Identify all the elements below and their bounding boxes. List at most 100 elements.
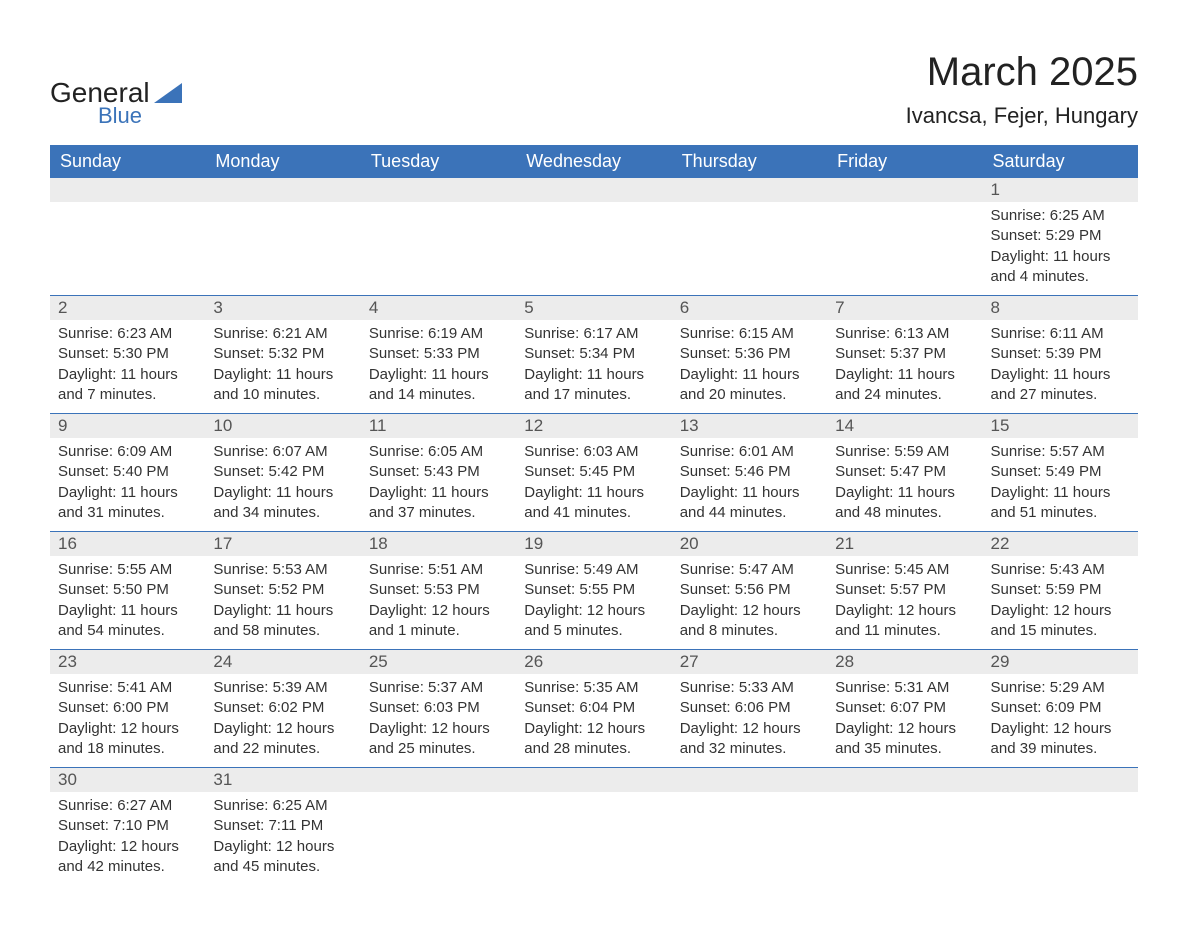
weekday-header: Sunday (50, 145, 205, 178)
sunset-line: Sunset: 5:40 PM (58, 462, 197, 482)
calendar-week-row: 9Sunrise: 6:09 AMSunset: 5:40 PMDaylight… (50, 414, 1138, 532)
weekday-header: Saturday (983, 145, 1138, 178)
day-body: Sunrise: 6:21 AMSunset: 5:32 PMDaylight:… (205, 320, 360, 413)
daylight-line-label: Daylight: (58, 720, 121, 737)
sunset-line: Sunset: 5:46 PM (680, 462, 819, 482)
sunset-line-value: 5:40 PM (113, 463, 169, 480)
daylight-line-label: Daylight: (58, 602, 121, 619)
brand-logo: General Blue (50, 79, 182, 129)
sunset-line: Sunset: 5:34 PM (524, 344, 663, 364)
weekday-header: Tuesday (361, 145, 516, 178)
sunset-line-value: 5:37 PM (890, 345, 946, 362)
calendar-empty-cell (361, 178, 516, 296)
daylight-line: Daylight: 12 hours and 45 minutes. (213, 837, 352, 878)
daylight-line-label: Daylight: (680, 602, 743, 619)
sunrise-line-label: Sunrise: (524, 325, 583, 342)
sunrise-line-label: Sunrise: (835, 325, 894, 342)
daylight-line-label: Daylight: (991, 248, 1054, 265)
day-body: Sunrise: 6:23 AMSunset: 5:30 PMDaylight:… (50, 320, 205, 413)
day-number: 2 (50, 296, 205, 320)
sunrise-line-value: 6:15 AM (739, 325, 794, 342)
sunrise-line: Sunrise: 6:23 AM (58, 324, 197, 344)
sunrise-line: Sunrise: 5:29 AM (991, 678, 1130, 698)
daylight-line: Daylight: 12 hours and 11 minutes. (835, 601, 974, 642)
daylight-line-label: Daylight: (524, 720, 587, 737)
sunset-line: Sunset: 5:45 PM (524, 462, 663, 482)
calendar-body: 1Sunrise: 6:25 AMSunset: 5:29 PMDaylight… (50, 178, 1138, 885)
daylight-line: Daylight: 12 hours and 5 minutes. (524, 601, 663, 642)
empty-daynum (205, 178, 360, 202)
sunrise-line-value: 6:01 AM (739, 443, 794, 460)
sunrise-line: Sunrise: 5:35 AM (524, 678, 663, 698)
sunrise-line-label: Sunrise: (213, 443, 272, 460)
daylight-line: Daylight: 11 hours and 48 minutes. (835, 483, 974, 524)
daylight-line: Daylight: 12 hours and 39 minutes. (991, 719, 1130, 760)
day-number: 29 (983, 650, 1138, 674)
sunrise-line-value: 5:35 AM (583, 679, 638, 696)
sunset-line-value: 5:42 PM (268, 463, 324, 480)
day-body: Sunrise: 5:37 AMSunset: 6:03 PMDaylight:… (361, 674, 516, 767)
day-body: Sunrise: 5:33 AMSunset: 6:06 PMDaylight:… (672, 674, 827, 767)
sunrise-line-value: 6:21 AM (273, 325, 328, 342)
daylight-line-label: Daylight: (835, 602, 898, 619)
day-body: Sunrise: 6:11 AMSunset: 5:39 PMDaylight:… (983, 320, 1138, 413)
daylight-line: Daylight: 12 hours and 25 minutes. (369, 719, 508, 760)
sunrise-line-label: Sunrise: (369, 443, 428, 460)
sunrise-line-value: 6:17 AM (583, 325, 638, 342)
daylight-line: Daylight: 11 hours and 31 minutes. (58, 483, 197, 524)
day-number: 9 (50, 414, 205, 438)
weekday-header: Friday (827, 145, 982, 178)
sunset-line-value: 5:56 PM (735, 581, 791, 598)
sunrise-line: Sunrise: 5:41 AM (58, 678, 197, 698)
day-number: 30 (50, 768, 205, 792)
sunrise-line: Sunrise: 6:21 AM (213, 324, 352, 344)
day-number: 23 (50, 650, 205, 674)
sunset-line-label: Sunset: (58, 699, 113, 716)
sunrise-line-value: 5:55 AM (117, 561, 172, 578)
empty-daynum (827, 768, 982, 792)
daylight-line-label: Daylight: (524, 602, 587, 619)
sunrise-line-label: Sunrise: (213, 325, 272, 342)
sunset-line-value: 6:04 PM (579, 699, 635, 716)
sunset-line-label: Sunset: (213, 581, 268, 598)
sunrise-line-value: 5:33 AM (739, 679, 794, 696)
daylight-line-label: Daylight: (680, 720, 743, 737)
daylight-line: Daylight: 11 hours and 34 minutes. (213, 483, 352, 524)
calendar-day-cell: 2Sunrise: 6:23 AMSunset: 5:30 PMDaylight… (50, 296, 205, 414)
day-body: Sunrise: 5:43 AMSunset: 5:59 PMDaylight:… (983, 556, 1138, 649)
sunset-line: Sunset: 5:53 PM (369, 580, 508, 600)
calendar-week-row: 1Sunrise: 6:25 AMSunset: 5:29 PMDaylight… (50, 178, 1138, 296)
calendar-day-cell: 6Sunrise: 6:15 AMSunset: 5:36 PMDaylight… (672, 296, 827, 414)
day-number: 26 (516, 650, 671, 674)
day-number: 14 (827, 414, 982, 438)
calendar-day-cell: 11Sunrise: 6:05 AMSunset: 5:43 PMDayligh… (361, 414, 516, 532)
sunrise-line-value: 5:49 AM (583, 561, 638, 578)
sunrise-line-value: 6:09 AM (117, 443, 172, 460)
sunrise-line-value: 6:23 AM (117, 325, 172, 342)
day-number: 16 (50, 532, 205, 556)
month-title: March 2025 (906, 50, 1138, 95)
day-body: Sunrise: 5:57 AMSunset: 5:49 PMDaylight:… (983, 438, 1138, 531)
sunrise-line: Sunrise: 6:17 AM (524, 324, 663, 344)
sunrise-line: Sunrise: 6:25 AM (991, 206, 1130, 226)
sunset-line: Sunset: 5:39 PM (991, 344, 1130, 364)
daylight-line-label: Daylight: (58, 484, 121, 501)
sunrise-line-value: 6:07 AM (273, 443, 328, 460)
calendar-day-cell: 24Sunrise: 5:39 AMSunset: 6:02 PMDayligh… (205, 650, 360, 768)
day-body: Sunrise: 5:45 AMSunset: 5:57 PMDaylight:… (827, 556, 982, 649)
weekday-header: Wednesday (516, 145, 671, 178)
sunset-line: Sunset: 5:55 PM (524, 580, 663, 600)
calendar-day-cell: 21Sunrise: 5:45 AMSunset: 5:57 PMDayligh… (827, 532, 982, 650)
daylight-line-label: Daylight: (58, 838, 121, 855)
sunset-line-value: 5:53 PM (424, 581, 480, 598)
sunrise-line: Sunrise: 5:39 AM (213, 678, 352, 698)
sunrise-line-label: Sunrise: (991, 561, 1050, 578)
sunset-line: Sunset: 6:09 PM (991, 698, 1130, 718)
day-body: Sunrise: 6:01 AMSunset: 5:46 PMDaylight:… (672, 438, 827, 531)
sunset-line-label: Sunset: (58, 345, 113, 362)
sunset-line-value: 5:36 PM (735, 345, 791, 362)
sunrise-line: Sunrise: 5:31 AM (835, 678, 974, 698)
sunrise-line-value: 6:25 AM (1050, 207, 1105, 224)
calendar-week-row: 16Sunrise: 5:55 AMSunset: 5:50 PMDayligh… (50, 532, 1138, 650)
day-number: 15 (983, 414, 1138, 438)
